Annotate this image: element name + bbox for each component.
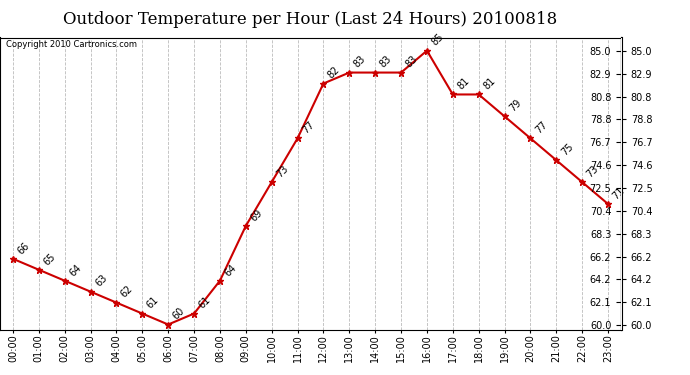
Text: 73: 73 [585,164,601,179]
Text: 79: 79 [507,98,523,114]
Text: 75: 75 [559,141,575,158]
Text: 81: 81 [455,76,471,92]
Text: 81: 81 [482,76,497,92]
Text: 82: 82 [326,65,342,81]
Text: 65: 65 [41,251,57,267]
Text: 71: 71 [611,185,627,201]
Text: 62: 62 [119,284,135,300]
Text: 83: 83 [404,54,420,70]
Text: 83: 83 [352,54,368,70]
Text: 64: 64 [223,262,239,278]
Text: Outdoor Temperature per Hour (Last 24 Hours) 20100818: Outdoor Temperature per Hour (Last 24 Ho… [63,11,558,28]
Text: 61: 61 [197,295,213,311]
Text: 66: 66 [16,240,32,256]
Text: 69: 69 [248,207,264,223]
Text: 61: 61 [145,295,161,311]
Text: 77: 77 [533,120,549,135]
Text: 60: 60 [171,306,187,322]
Text: 63: 63 [93,273,109,289]
Text: 85: 85 [430,32,446,48]
Text: 77: 77 [300,120,316,135]
Text: 83: 83 [378,54,394,70]
Text: 64: 64 [68,262,83,278]
Text: 73: 73 [275,164,290,179]
Text: Copyright 2010 Cartronics.com: Copyright 2010 Cartronics.com [6,40,137,50]
